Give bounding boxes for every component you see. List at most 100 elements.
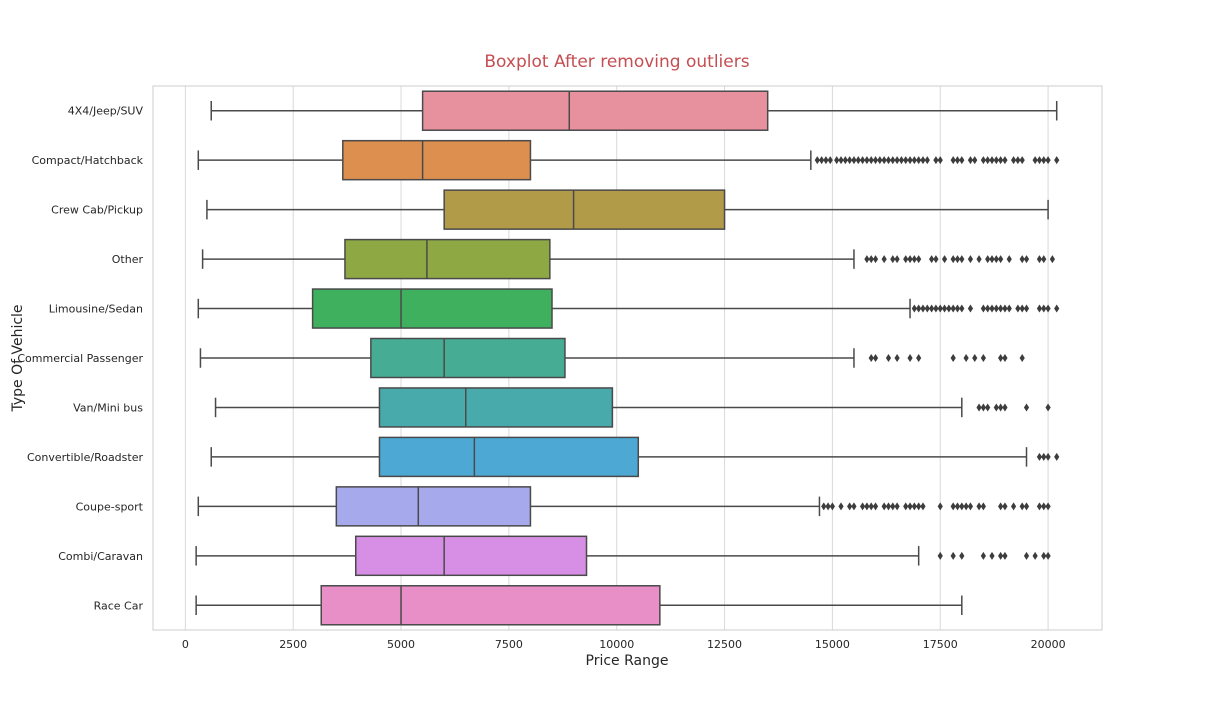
outlier-point — [937, 304, 943, 313]
outlier-point — [1023, 304, 1030, 313]
outlier-point — [993, 304, 999, 313]
outlier-point — [868, 354, 874, 362]
y-axis-label: Type Of Vehicle — [10, 304, 26, 412]
outlier-point — [885, 502, 892, 511]
outlier-point — [903, 502, 909, 511]
outlier-point — [967, 156, 974, 165]
y-category-labels: 4X4/Jeep/SUV Compact/Hatchback Crew Cab/Pi… — [17, 105, 143, 613]
outlier-point — [907, 354, 913, 362]
outlier-point — [819, 156, 825, 165]
outlier-point — [959, 502, 965, 511]
outlier-point — [872, 255, 879, 264]
outlier-point — [985, 403, 991, 412]
outlier-point — [963, 354, 969, 362]
outlier-point — [933, 255, 939, 264]
y-category-label: 4X4/Jeep/SUV — [68, 105, 144, 118]
outlier-point — [920, 502, 926, 511]
outlier-point — [989, 551, 995, 560]
outlier-point — [980, 551, 986, 560]
outlier-point — [998, 304, 1004, 313]
outlier-point — [1002, 551, 1008, 560]
box-iqr — [344, 238, 551, 280]
outlier-point — [911, 156, 917, 165]
y-category-label: Crew Cab/Pickup — [51, 204, 143, 217]
outlier-point — [933, 156, 939, 165]
outlier-point — [937, 502, 943, 511]
y-category-label: Compact/Hatchback — [32, 154, 144, 167]
box-group — [199, 337, 1025, 379]
outlier-point — [825, 502, 831, 511]
outlier-point — [859, 156, 866, 165]
outlier-point — [967, 255, 974, 264]
outlier-point — [842, 156, 848, 165]
outlier-point — [954, 502, 961, 511]
outlier-point — [976, 403, 982, 412]
outlier-point — [924, 156, 930, 165]
outlier-point — [985, 156, 991, 165]
outlier-point — [1006, 304, 1012, 313]
outlier-point — [894, 255, 900, 264]
outlier-point — [881, 156, 887, 165]
outlier-point — [1023, 502, 1030, 511]
outlier-point — [1041, 255, 1047, 264]
outlier-point — [814, 156, 820, 165]
x-tick-label: 10000 — [599, 638, 634, 651]
outlier-point — [933, 304, 939, 313]
outlier-point — [1002, 156, 1008, 165]
outlier-point — [976, 502, 982, 511]
outlier-point — [946, 304, 952, 313]
outlier-point — [911, 502, 917, 511]
y-category-label: Race Car — [94, 599, 144, 612]
box-iqr — [378, 436, 640, 478]
outlier-point — [920, 304, 926, 313]
outlier-point — [916, 255, 922, 264]
outlier-point — [976, 255, 982, 264]
outlier-point — [950, 354, 956, 362]
outlier-point — [989, 255, 995, 264]
x-tick-label: 12500 — [707, 638, 742, 651]
outlier-point — [980, 403, 986, 412]
box-iqr — [342, 139, 532, 181]
outlier-point — [954, 304, 961, 313]
outlier-point — [1015, 156, 1021, 165]
outlier-point — [998, 156, 1004, 165]
box-iqr — [443, 189, 726, 230]
outlier-point — [937, 551, 943, 560]
outlier-point — [1010, 156, 1017, 165]
box-group — [195, 585, 963, 626]
outlier-point — [954, 255, 961, 264]
outlier-point — [993, 255, 999, 264]
outlier-point — [1023, 403, 1030, 412]
outlier-point — [1002, 403, 1008, 412]
outlier-point — [894, 156, 900, 165]
outlier-point — [998, 354, 1004, 362]
boxes-layer — [195, 90, 1060, 626]
outlier-point — [894, 354, 900, 362]
outlier-point — [1036, 255, 1043, 264]
y-category-label: Limousine/Sedan — [49, 303, 143, 316]
outlier-point — [993, 403, 999, 412]
box-iqr — [311, 288, 553, 329]
outlier-point — [911, 255, 917, 264]
outlier-point — [868, 255, 874, 264]
outlier-point — [1032, 551, 1038, 560]
outlier-point — [989, 156, 995, 165]
outlier-point — [877, 156, 883, 165]
outlier-point — [898, 156, 905, 165]
outlier-point — [950, 304, 956, 313]
outlier-point — [941, 255, 948, 264]
outlier-point — [929, 255, 935, 264]
outlier-point — [1032, 156, 1038, 165]
box-iqr — [320, 585, 661, 626]
outlier-point — [872, 354, 879, 362]
outlier-point — [1054, 304, 1060, 313]
outlier-point — [1019, 255, 1025, 264]
outlier-point — [881, 502, 887, 511]
outlier-point — [834, 156, 840, 165]
outlier-point — [916, 502, 922, 511]
outlier-point — [838, 156, 844, 165]
box-group — [197, 139, 1060, 181]
outlier-point — [929, 304, 935, 313]
outlier-point — [894, 502, 900, 511]
outlier-point — [847, 156, 853, 165]
